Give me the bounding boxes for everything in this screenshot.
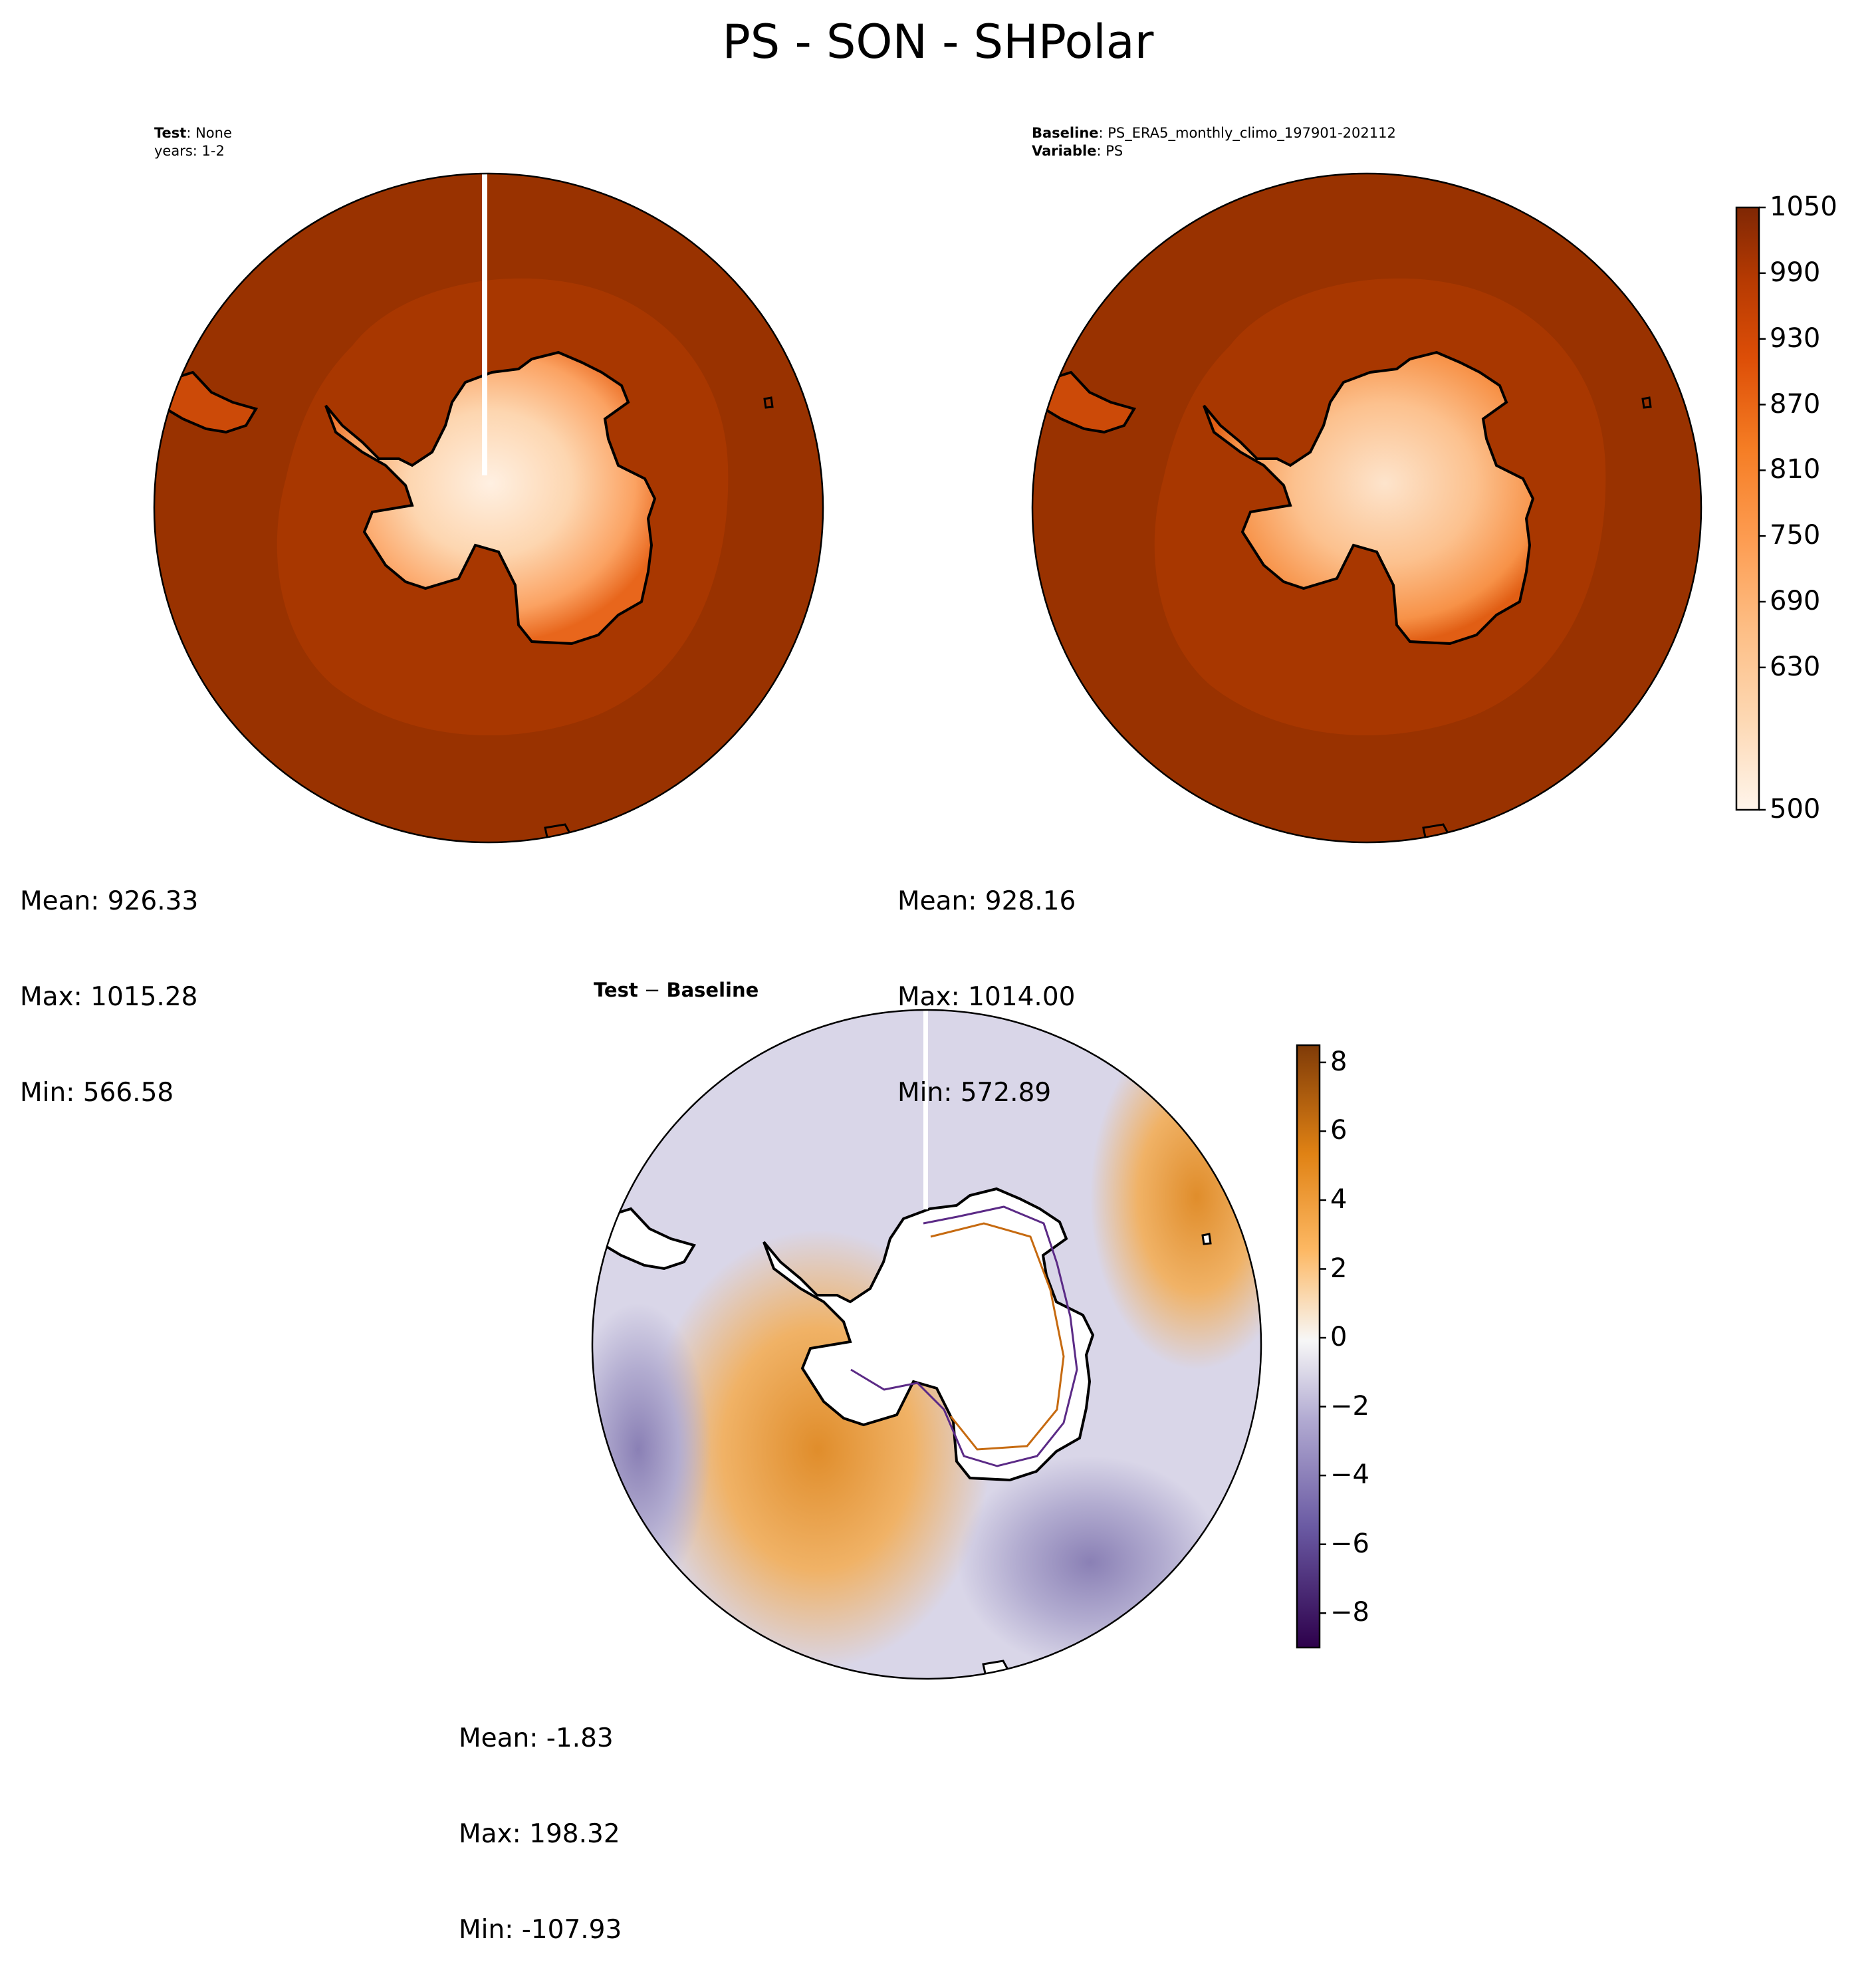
field-tick-label: 500 bbox=[1770, 794, 1821, 824]
field-tick-label: 870 bbox=[1770, 388, 1821, 420]
diff-title-test: Test bbox=[594, 979, 638, 1001]
difference-mean: Mean: -1.83 bbox=[459, 1723, 614, 1753]
field-colorbar-tick-marks bbox=[1759, 206, 1766, 811]
field-tick-label: 690 bbox=[1770, 586, 1821, 617]
figure-canvas bbox=[153, 172, 1766, 1680]
field-colorbar bbox=[1735, 206, 1760, 811]
diff-colorbar bbox=[1296, 1044, 1321, 1649]
test-south-america bbox=[164, 370, 259, 434]
field-tick-label: 930 bbox=[1770, 322, 1821, 354]
field-tick-label: 750 bbox=[1770, 520, 1821, 551]
baseline-antarctica-field bbox=[1203, 350, 1535, 646]
difference-panel-title: Test − Baseline bbox=[594, 979, 759, 1001]
diff-island-east bbox=[1201, 1233, 1212, 1245]
test-seam-gap bbox=[482, 174, 487, 475]
test-panel-header: Test: None years: 1-2 bbox=[154, 124, 232, 160]
diff-tick-label: −4 bbox=[1330, 1459, 1369, 1491]
diff-colorbar-tick-marks bbox=[1320, 1061, 1326, 1614]
baseline-max: Max: 1014.00 bbox=[897, 982, 1076, 1012]
test-island-east bbox=[763, 396, 774, 409]
diff-colorbar-gradient bbox=[1296, 1044, 1321, 1649]
variable-label-line: Variable: PS bbox=[1032, 142, 1396, 160]
diff-tick-label: 2 bbox=[1330, 1253, 1348, 1284]
baseline-map-border bbox=[1031, 172, 1702, 844]
difference-min: Min: -107.93 bbox=[459, 1915, 622, 1945]
diff-seam-gap bbox=[923, 1010, 928, 1209]
diff-positive-anomaly-east bbox=[1090, 1024, 1261, 1370]
diff-tick-label: 4 bbox=[1330, 1183, 1348, 1215]
test-label: Test bbox=[154, 125, 187, 141]
baseline-map bbox=[1032, 174, 1701, 842]
baseline-label-line: Baseline: PS_ERA5_monthly_climo_197901-2… bbox=[1032, 124, 1396, 142]
diff-tick-label: −2 bbox=[1330, 1390, 1369, 1422]
difference-max: Max: 198.32 bbox=[459, 1819, 620, 1849]
baseline-mean: Mean: 928.16 bbox=[897, 886, 1076, 916]
test-case-name: : None bbox=[186, 125, 232, 141]
baseline-label: Baseline bbox=[1032, 125, 1099, 141]
diff-coastal-contours bbox=[850, 1205, 1078, 1467]
diff-title-baseline: Baseline bbox=[666, 979, 759, 1001]
diff-coastal-contours-orange bbox=[930, 1222, 1065, 1451]
diff-title-operator: − bbox=[638, 979, 667, 1001]
diff-tick-label: 0 bbox=[1330, 1322, 1348, 1353]
diff-tick-label: 8 bbox=[1330, 1046, 1348, 1077]
variable-label: Variable bbox=[1032, 143, 1097, 159]
baseline-panel-header: Baseline: PS_ERA5_monthly_climo_197901-2… bbox=[1032, 124, 1396, 160]
test-label-line: Test: None bbox=[154, 124, 232, 142]
diff-negative-anomaly-west bbox=[592, 1303, 711, 1596]
test-antarctica-field bbox=[324, 350, 657, 646]
baseline-case-name: : PS_ERA5_monthly_climo_197901-202112 bbox=[1098, 125, 1396, 141]
field-colorbar-gradient bbox=[1735, 206, 1760, 811]
baseline-stats: Mean: 928.16 Max: 1014.00 Min: 572.89 bbox=[897, 822, 1076, 1141]
difference-map-border bbox=[591, 1009, 1262, 1680]
difference-stats: Mean: -1.83 Max: 198.32 Min: -107.93 bbox=[459, 1659, 622, 1978]
diff-south-america bbox=[602, 1207, 697, 1271]
field-tick-label: 630 bbox=[1770, 651, 1821, 682]
field-tick-label: 810 bbox=[1770, 454, 1821, 485]
diff-tick-label: 6 bbox=[1330, 1115, 1348, 1146]
test-map bbox=[154, 174, 823, 842]
baseline-min: Min: 572.89 bbox=[897, 1078, 1052, 1108]
figure-title: PS - SON - SHPolar bbox=[722, 15, 1154, 69]
test-max: Max: 1015.28 bbox=[20, 982, 198, 1012]
test-stats: Mean: 926.33 Max: 1015.28 Min: 566.58 bbox=[20, 822, 198, 1141]
variable-name: : PS bbox=[1096, 143, 1123, 159]
diff-tick-label: −6 bbox=[1330, 1528, 1369, 1559]
field-tick-label: 990 bbox=[1770, 257, 1821, 288]
test-mean: Mean: 926.33 bbox=[20, 886, 199, 916]
diff-tick-label: −8 bbox=[1330, 1597, 1369, 1628]
diff-antarctica-field bbox=[762, 1187, 1095, 1482]
baseline-south-america bbox=[1042, 370, 1137, 434]
field-tick-label: 1050 bbox=[1770, 191, 1837, 222]
test-min: Min: 566.58 bbox=[20, 1078, 174, 1108]
baseline-island-east bbox=[1641, 396, 1652, 409]
test-map-border bbox=[153, 172, 824, 844]
test-years: years: 1-2 bbox=[154, 143, 225, 159]
